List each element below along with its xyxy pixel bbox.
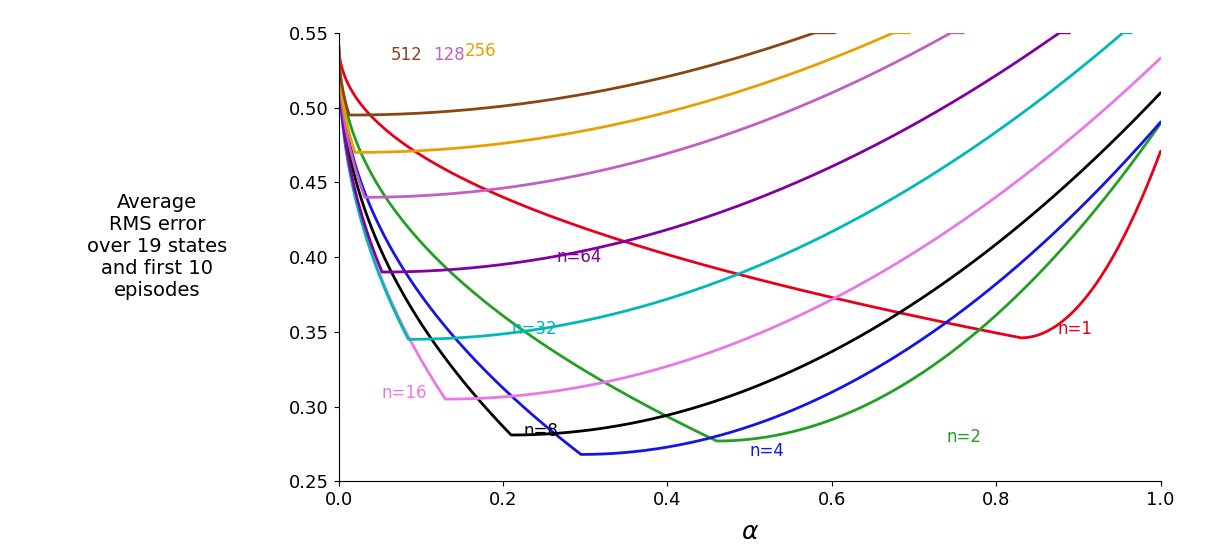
Text: n=32: n=32 — [511, 320, 557, 338]
Text: Average
RMS error
over 19 states
and first 10
episodes: Average RMS error over 19 states and fir… — [87, 193, 227, 300]
Text: n=64: n=64 — [556, 248, 602, 266]
X-axis label: α: α — [741, 520, 758, 544]
Text: 512: 512 — [391, 46, 422, 64]
Text: n=4: n=4 — [750, 443, 785, 461]
Text: n=2: n=2 — [947, 428, 982, 445]
Text: 256: 256 — [464, 42, 496, 60]
Text: 128: 128 — [433, 46, 464, 64]
Text: n=8: n=8 — [523, 422, 559, 440]
Text: n=1: n=1 — [1058, 320, 1093, 338]
Text: n=16: n=16 — [381, 384, 427, 402]
